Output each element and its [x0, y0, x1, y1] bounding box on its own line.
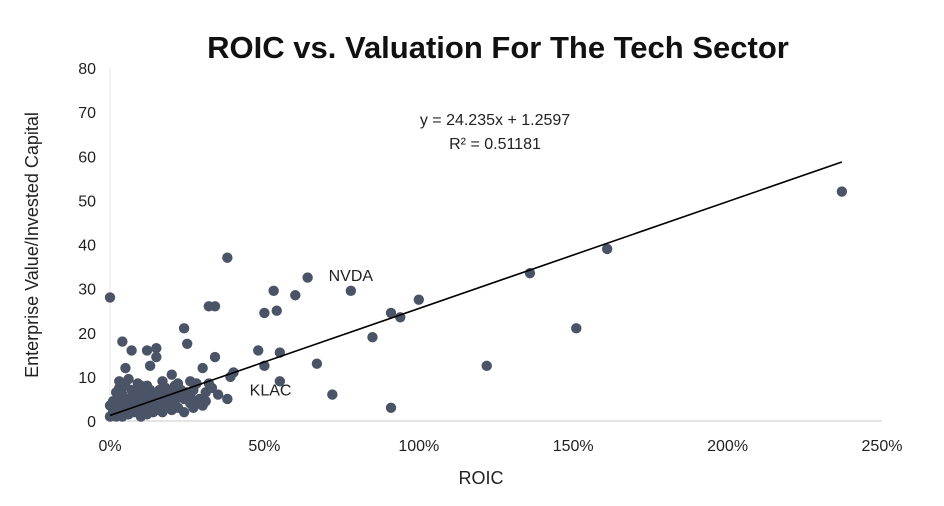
data-point: [197, 362, 208, 374]
x-axis-title: ROIC: [459, 468, 504, 488]
point-annotation-label: NVDA: [329, 268, 374, 285]
data-point: [327, 389, 338, 400]
data-point: [601, 243, 613, 255]
data-point: [104, 292, 116, 303]
data-point: [836, 186, 848, 197]
trendline-r-squared: R² = 0.51181: [449, 136, 541, 153]
data-point: [290, 290, 301, 301]
y-axis-ticks: 0 10 20 30 40 50 60 70 80: [78, 61, 96, 431]
data-point: [157, 406, 168, 418]
data-point: [151, 400, 162, 411]
x-tick-label: 0%: [98, 438, 121, 455]
x-tick-label: 200%: [707, 438, 748, 455]
data-point: [413, 294, 424, 305]
data-point: [209, 351, 221, 363]
data-point: [120, 362, 131, 374]
data-point: [200, 395, 211, 407]
x-tick-label: 150%: [553, 438, 594, 455]
y-tick-label: 20: [78, 326, 96, 343]
data-point: [571, 323, 582, 334]
data-point: [166, 369, 177, 380]
data-point: [253, 345, 264, 356]
y-tick-label: 30: [78, 282, 96, 299]
data-point: [188, 402, 199, 413]
x-tick-label: 250%: [862, 438, 903, 455]
y-tick-label: 80: [78, 61, 96, 78]
data-point: [117, 411, 128, 422]
data-point: [385, 402, 397, 413]
data-point: [367, 331, 378, 343]
point-annotation-label: KLAC: [250, 383, 292, 400]
data-point: [151, 351, 162, 363]
data-point: [212, 389, 224, 400]
data-point: [117, 336, 128, 347]
data-point: [271, 305, 282, 316]
data-point: [385, 307, 397, 319]
point-annotations: NVDA KLAC: [250, 268, 374, 400]
data-point: [481, 360, 492, 372]
trendline: [109, 161, 843, 417]
data-point: [222, 252, 233, 263]
y-tick-label: 0: [87, 414, 96, 431]
data-point: [107, 404, 119, 416]
data-point: [209, 301, 221, 312]
data-point: [311, 358, 323, 369]
y-tick-label: 10: [78, 370, 96, 387]
data-point: [169, 380, 181, 391]
data-point: [157, 376, 168, 387]
y-axis-title: Enterprise Value/Invested Capital: [22, 112, 42, 378]
y-tick-label: 60: [78, 149, 96, 166]
y-tick-label: 70: [78, 105, 96, 122]
chart-title: ROIC vs. Valuation For The Tech Sector: [207, 30, 789, 65]
data-point: [141, 380, 153, 391]
data-point: [222, 393, 233, 405]
data-point: [185, 389, 196, 400]
data-point: [259, 307, 270, 319]
data-point: [185, 376, 196, 387]
data-point: [132, 378, 143, 389]
data-point: [141, 345, 153, 356]
data-point: [182, 338, 193, 349]
data-point: [178, 323, 190, 334]
data-point: [268, 285, 279, 297]
data-point: [166, 398, 177, 409]
x-tick-label: 100%: [398, 438, 439, 455]
data-point: [345, 285, 357, 297]
data-point: [274, 376, 286, 387]
data-points: [104, 186, 848, 422]
data-point: [144, 360, 156, 372]
data-point: [151, 342, 162, 354]
x-tick-label: 50%: [248, 438, 280, 455]
trendline-equation: y = 24.235x + 1.2597: [420, 112, 570, 129]
x-axis-ticks: 0% 50% 100% 150% 200% 250%: [98, 438, 902, 455]
data-point: [126, 345, 137, 356]
data-point: [302, 272, 313, 283]
y-tick-label: 40: [78, 238, 96, 255]
data-point: [154, 384, 165, 396]
y-tick-label: 50: [78, 193, 96, 210]
